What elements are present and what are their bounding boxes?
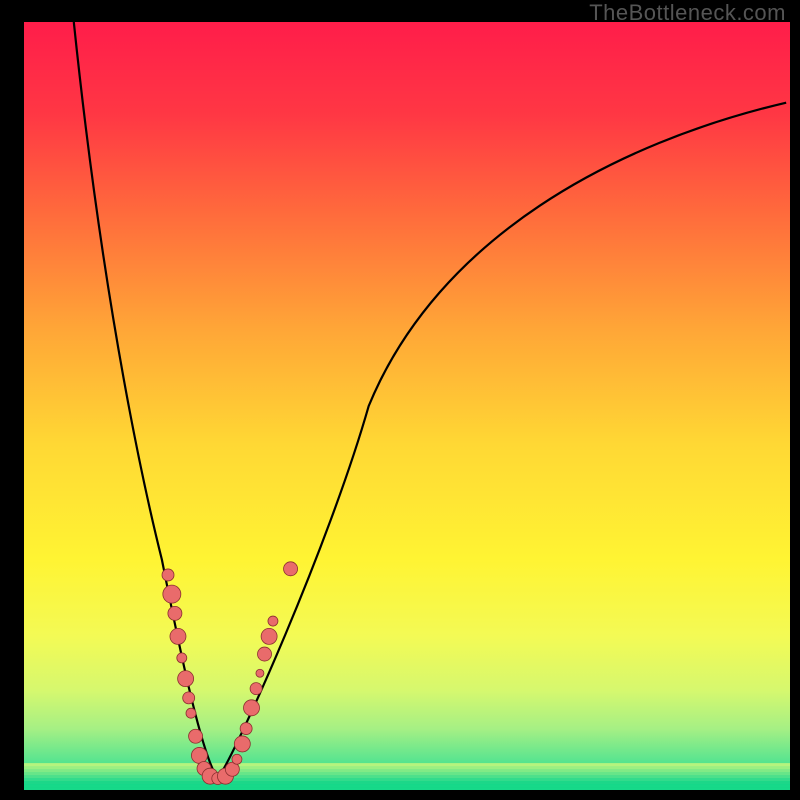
data-point [232, 754, 242, 764]
data-point [177, 653, 187, 663]
data-point [250, 683, 262, 695]
data-point [178, 671, 194, 687]
data-point [256, 669, 264, 677]
data-point [186, 708, 196, 718]
border-bottom [0, 790, 800, 800]
data-point [189, 729, 203, 743]
data-point [162, 569, 174, 581]
data-point [234, 736, 250, 752]
data-point [268, 616, 278, 626]
bottleneck-chart [24, 22, 790, 790]
data-point [168, 606, 182, 620]
data-point [191, 747, 207, 763]
data-point [258, 647, 272, 661]
green-band [24, 763, 790, 790]
data-point [163, 585, 181, 603]
data-point [284, 562, 298, 576]
data-point [170, 628, 186, 644]
data-point [261, 628, 277, 644]
data-point [244, 700, 260, 716]
border-left [0, 0, 24, 800]
border-right [790, 0, 800, 800]
data-point [240, 723, 252, 735]
chart-stage: TheBottleneck.com [0, 0, 800, 800]
data-point [183, 692, 195, 704]
